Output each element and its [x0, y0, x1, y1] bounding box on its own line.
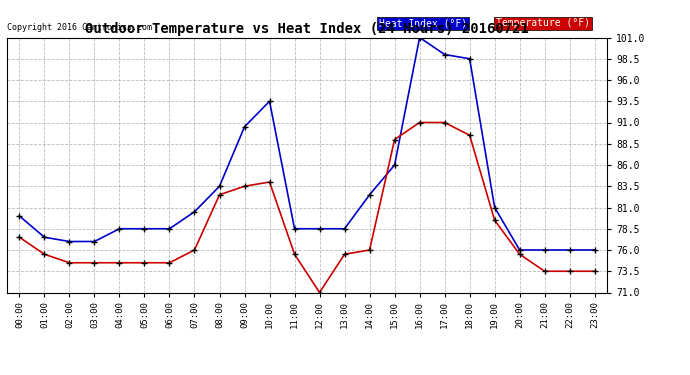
Text: Temperature (°F): Temperature (°F): [496, 18, 590, 28]
Title: Outdoor Temperature vs Heat Index (24 Hours) 20160721: Outdoor Temperature vs Heat Index (24 Ho…: [85, 22, 529, 36]
Text: Heat Index (°F): Heat Index (°F): [379, 18, 467, 28]
Text: Copyright 2016 Cartronics.com: Copyright 2016 Cartronics.com: [7, 23, 152, 32]
